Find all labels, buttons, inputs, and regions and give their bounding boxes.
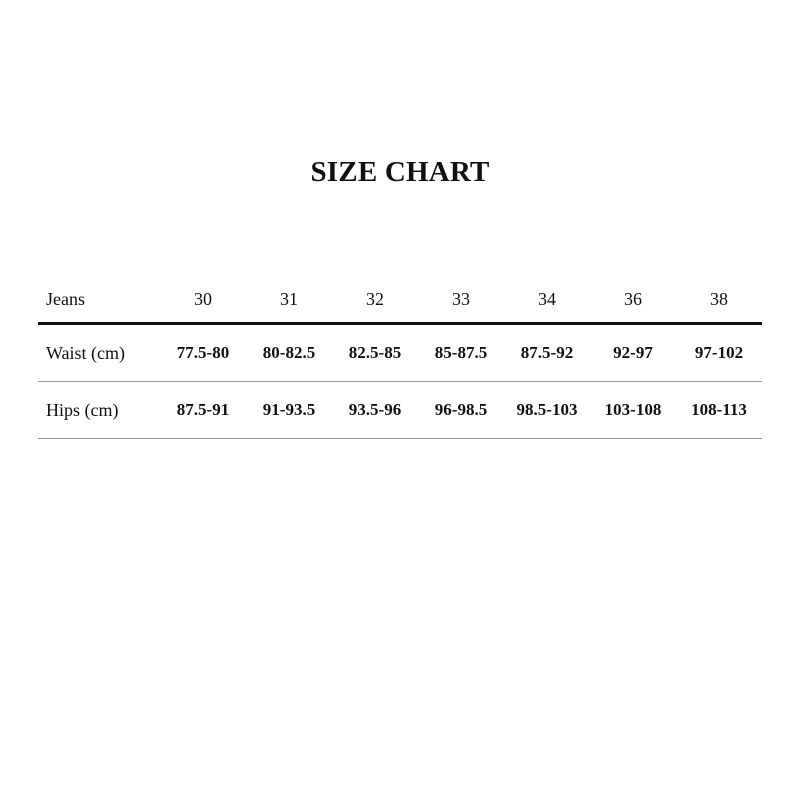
table-cell: 85-87.5: [434, 343, 488, 362]
table-cell: 98.5-103: [516, 400, 578, 419]
table-cell: 108-113: [691, 400, 747, 419]
header-size: 32: [366, 288, 384, 309]
header-label: Jeans: [46, 288, 85, 309]
header-size: 31: [280, 288, 298, 309]
table-cell: 93.5-96: [348, 400, 402, 419]
table-cell: 80-82.5: [262, 343, 316, 362]
table-cell: 97-102: [694, 343, 744, 362]
table-row-waist: Waist (cm) 77.5-80 80-82.5 82.5-85 85-87…: [38, 325, 762, 382]
table-cell: 82.5-85: [348, 343, 402, 362]
table-cell: 87.5-91: [176, 400, 230, 419]
header-size: 33: [452, 288, 470, 309]
header-size: 34: [538, 288, 556, 309]
table-cell: 77.5-80: [176, 343, 230, 362]
table-cell: 91-93.5: [262, 400, 316, 419]
table-header-row: Jeans 30 31 32 33 34 36 38: [38, 276, 762, 325]
table-cell: 92-97: [613, 343, 653, 362]
row-label: Waist (cm): [46, 342, 126, 363]
table-cell: 103-108: [604, 400, 662, 419]
header-size: 38: [710, 288, 728, 309]
page-title: SIZE CHART: [310, 156, 490, 188]
size-table: Jeans 30 31 32 33 34 36 38 Waist (cm) 77…: [38, 276, 762, 439]
header-size: 36: [624, 288, 642, 309]
header-size: 30: [194, 288, 212, 309]
row-label: Hips (cm): [46, 399, 119, 420]
table-cell: 96-98.5: [434, 400, 488, 419]
table-cell: 87.5-92: [520, 343, 574, 362]
table-row-hips: Hips (cm) 87.5-91 91-93.5 93.5-96 96-98.…: [38, 382, 762, 439]
